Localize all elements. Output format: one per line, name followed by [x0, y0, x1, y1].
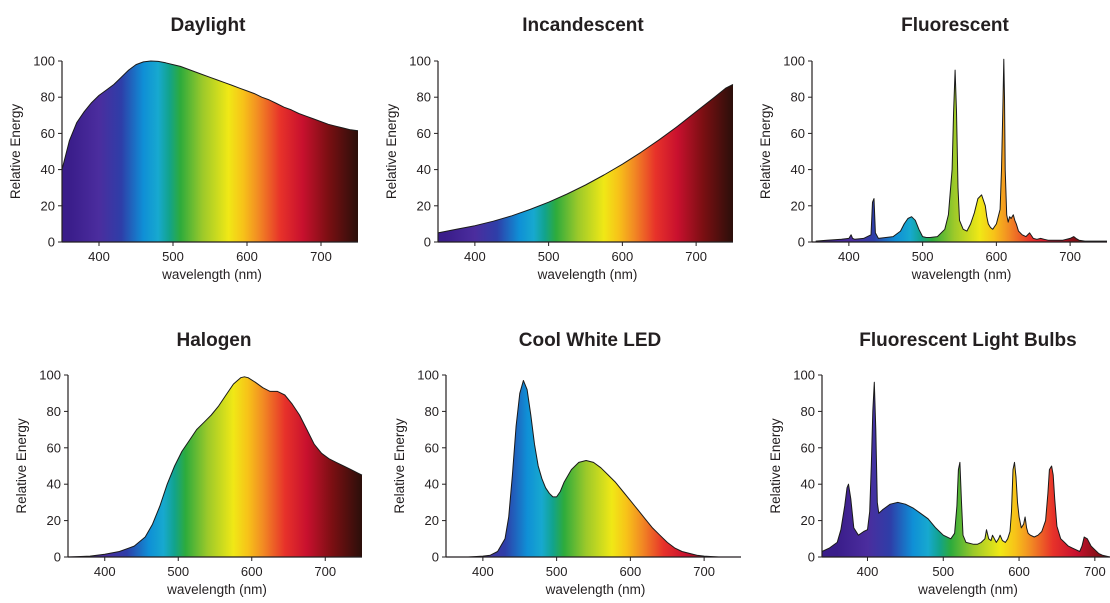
spectrum-area: [438, 84, 733, 242]
x-axis-label: wavelength (nm): [166, 582, 267, 597]
spectrum-outline: [815, 58, 1107, 242]
spectrum-area: [822, 382, 1110, 557]
x-tick-label: 500: [538, 249, 560, 264]
x-tick-label: 400: [472, 564, 494, 579]
y-tick-label: 100: [409, 54, 431, 69]
x-tick-label: 700: [685, 249, 707, 264]
y-tick-label: 80: [41, 90, 55, 105]
x-axis-label: wavelength (nm): [545, 582, 646, 597]
chart-title: Halogen: [177, 330, 252, 351]
chart-title: Cool White LED: [519, 330, 661, 351]
y-axis-label: Relative Energy: [392, 418, 407, 514]
y-tick-label: 0: [424, 235, 431, 250]
chart-panel: Fluorescent 0 20 40 60 80 100 400 500 600 700 wavel…: [758, 15, 1107, 282]
x-axis-label: wavelength (nm): [911, 267, 1012, 282]
y-tick-label: 20: [417, 198, 431, 213]
x-tick-label: 400: [94, 564, 116, 579]
y-tick-label: 40: [425, 477, 439, 492]
x-tick-label: 700: [693, 564, 715, 579]
x-tick-label: 700: [314, 564, 336, 579]
y-tick-label: 20: [41, 198, 55, 213]
y-tick-label: 20: [425, 513, 439, 528]
spectrum-outline: [821, 381, 1110, 558]
spectrum-outline: [67, 376, 363, 558]
spectrum-area: [68, 376, 362, 557]
y-tick-label: 100: [39, 368, 61, 383]
chart-panel: Incandescent 0 20 40 60 80 100 400 500 600 700 wave…: [384, 15, 734, 282]
x-tick-label: 600: [620, 564, 642, 579]
y-axis-label: Relative Energy: [14, 418, 29, 514]
y-tick-label: 60: [801, 440, 815, 455]
x-tick-label: 600: [236, 249, 258, 264]
chart-title: Fluorescent: [901, 15, 1009, 36]
y-axis-label: Relative Energy: [8, 104, 23, 200]
x-tick-label: 500: [912, 249, 934, 264]
y-axis-label: Relative Energy: [758, 104, 773, 200]
spectrum-area: [815, 59, 1107, 243]
y-tick-label: 40: [41, 162, 55, 177]
y-tick-label: 20: [801, 513, 815, 528]
y-tick-label: 40: [801, 477, 815, 492]
x-tick-label: 500: [162, 249, 184, 264]
x-tick-label: 400: [464, 249, 486, 264]
y-tick-label: 80: [791, 90, 805, 105]
y-tick-label: 60: [47, 440, 61, 455]
y-tick-label: 100: [783, 54, 805, 69]
x-axis-label: wavelength (nm): [537, 267, 638, 282]
chart-title: Incandescent: [522, 15, 644, 36]
y-tick-label: 0: [798, 235, 805, 250]
y-tick-label: 0: [48, 235, 55, 250]
x-tick-label: 600: [612, 249, 634, 264]
y-tick-label: 40: [791, 162, 805, 177]
spectrum-area: [446, 380, 741, 557]
y-tick-label: 40: [417, 162, 431, 177]
x-tick-label: 500: [167, 564, 189, 579]
y-axis-label: Relative Energy: [384, 104, 399, 200]
y-tick-label: 100: [793, 368, 815, 383]
spectrum-outline: [446, 380, 741, 558]
y-tick-label: 0: [808, 550, 815, 565]
x-tick-label: 600: [986, 249, 1008, 264]
x-tick-label: 700: [1059, 249, 1081, 264]
y-tick-label: 20: [791, 198, 805, 213]
chart-panel: Fluorescent Light Bulbs 0 20 40 60 80 100 400 50…: [768, 330, 1110, 597]
x-tick-label: 400: [88, 249, 110, 264]
y-tick-label: 100: [417, 368, 439, 383]
x-tick-label: 700: [310, 249, 332, 264]
chart-panel: Cool White LED 0 20 40 60 80 100 400 500 600 700 wa…: [392, 330, 741, 597]
y-axis-label: Relative Energy: [768, 418, 783, 514]
x-tick-label: 600: [241, 564, 263, 579]
x-tick-label: 500: [546, 564, 568, 579]
x-tick-label: 700: [1084, 564, 1106, 579]
y-tick-label: 60: [41, 126, 55, 141]
y-tick-label: 80: [47, 404, 61, 419]
x-axis-label: wavelength (nm): [917, 582, 1018, 597]
y-tick-label: 40: [47, 477, 61, 492]
y-tick-label: 80: [801, 404, 815, 419]
y-tick-label: 80: [425, 404, 439, 419]
y-tick-label: 60: [425, 440, 439, 455]
y-tick-label: 80: [417, 90, 431, 105]
spectrum-outline: [437, 84, 734, 234]
y-tick-label: 60: [417, 126, 431, 141]
chart-title: Daylight: [171, 15, 247, 36]
x-axis-label: wavelength (nm): [161, 267, 262, 282]
chart-panel: Daylight 0 20 40 60 80 100 400 500 600 700 waveleng…: [8, 15, 359, 282]
x-tick-label: 400: [857, 564, 879, 579]
y-tick-label: 0: [432, 550, 439, 565]
y-tick-label: 60: [791, 126, 805, 141]
y-tick-label: 100: [33, 54, 55, 69]
x-tick-label: 500: [932, 564, 954, 579]
y-tick-label: 0: [54, 550, 61, 565]
spectrum-area: [62, 61, 358, 242]
x-tick-label: 600: [1008, 564, 1030, 579]
x-tick-label: 400: [838, 249, 860, 264]
spectrum-outline: [61, 60, 359, 170]
chart-title: Fluorescent Light Bulbs: [859, 330, 1076, 351]
y-tick-label: 20: [47, 513, 61, 528]
chart-panel: Halogen 0 20 40 60 80 100 400 500 600 700 wavelengt…: [14, 330, 363, 597]
